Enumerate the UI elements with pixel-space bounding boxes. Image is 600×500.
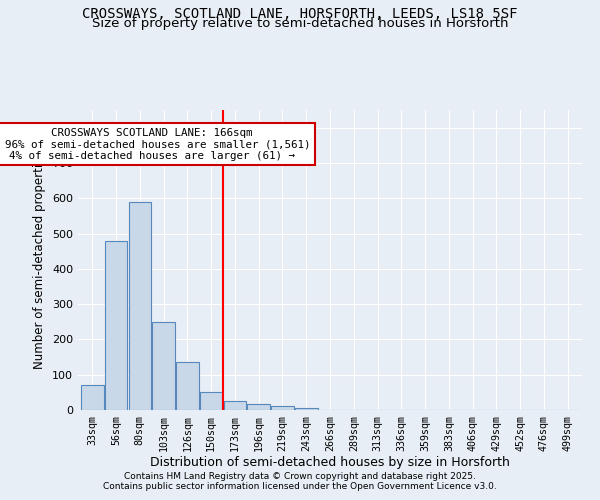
Bar <box>295 408 317 410</box>
Bar <box>152 322 175 410</box>
Bar <box>81 386 104 410</box>
Y-axis label: Number of semi-detached properties: Number of semi-detached properties <box>34 150 46 370</box>
Bar <box>200 392 223 410</box>
Bar <box>271 406 294 410</box>
Bar <box>128 202 151 410</box>
Bar <box>105 240 127 410</box>
X-axis label: Distribution of semi-detached houses by size in Horsforth: Distribution of semi-detached houses by … <box>150 456 510 469</box>
Bar <box>247 404 270 410</box>
Bar <box>224 401 246 410</box>
Text: CROSSWAYS SCOTLAND LANE: 166sqm
← 96% of semi-detached houses are smaller (1,561: CROSSWAYS SCOTLAND LANE: 166sqm ← 96% of… <box>0 128 311 161</box>
Text: CROSSWAYS, SCOTLAND LANE, HORSFORTH, LEEDS, LS18 5SF: CROSSWAYS, SCOTLAND LANE, HORSFORTH, LEE… <box>82 8 518 22</box>
Bar <box>176 362 199 410</box>
Text: Contains HM Land Registry data © Crown copyright and database right 2025.: Contains HM Land Registry data © Crown c… <box>124 472 476 481</box>
Text: Size of property relative to semi-detached houses in Horsforth: Size of property relative to semi-detach… <box>92 18 508 30</box>
Text: Contains public sector information licensed under the Open Government Licence v3: Contains public sector information licen… <box>103 482 497 491</box>
